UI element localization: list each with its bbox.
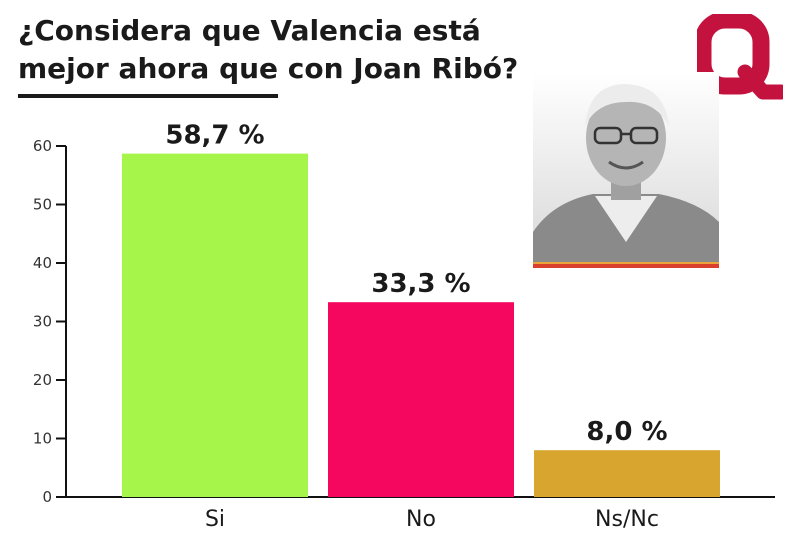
- y-tick-label: 60: [33, 137, 52, 155]
- bar-si: [122, 153, 308, 498]
- chart-labels: 58,7 % Si 33,3 % No 8,0 % Ns/Nc: [165, 121, 667, 532]
- bar-no: [328, 302, 514, 497]
- y-tick-label: 40: [33, 254, 52, 272]
- bar-ns-nc: [534, 450, 720, 497]
- y-tick-label: 0: [42, 488, 52, 506]
- y-tick-label: 50: [33, 196, 52, 214]
- y-tick-label: 10: [33, 430, 52, 448]
- value-label: 58,7 %: [165, 121, 264, 151]
- chart-title: ¿Considera que Valencia está mejor ahora…: [18, 14, 519, 85]
- value-label: 8,0 %: [586, 417, 667, 447]
- portrait-photo: [533, 72, 719, 268]
- y-tick-label: 30: [33, 313, 52, 331]
- y-tick-label: 20: [33, 371, 52, 389]
- q-logo-icon: [697, 14, 783, 100]
- category-label: Si: [205, 507, 225, 532]
- value-label: 33,3 %: [371, 269, 470, 299]
- title-underline: [18, 94, 278, 98]
- category-label: No: [406, 507, 436, 532]
- chart-bars: [122, 153, 720, 498]
- category-label: Ns/Nc: [595, 507, 659, 532]
